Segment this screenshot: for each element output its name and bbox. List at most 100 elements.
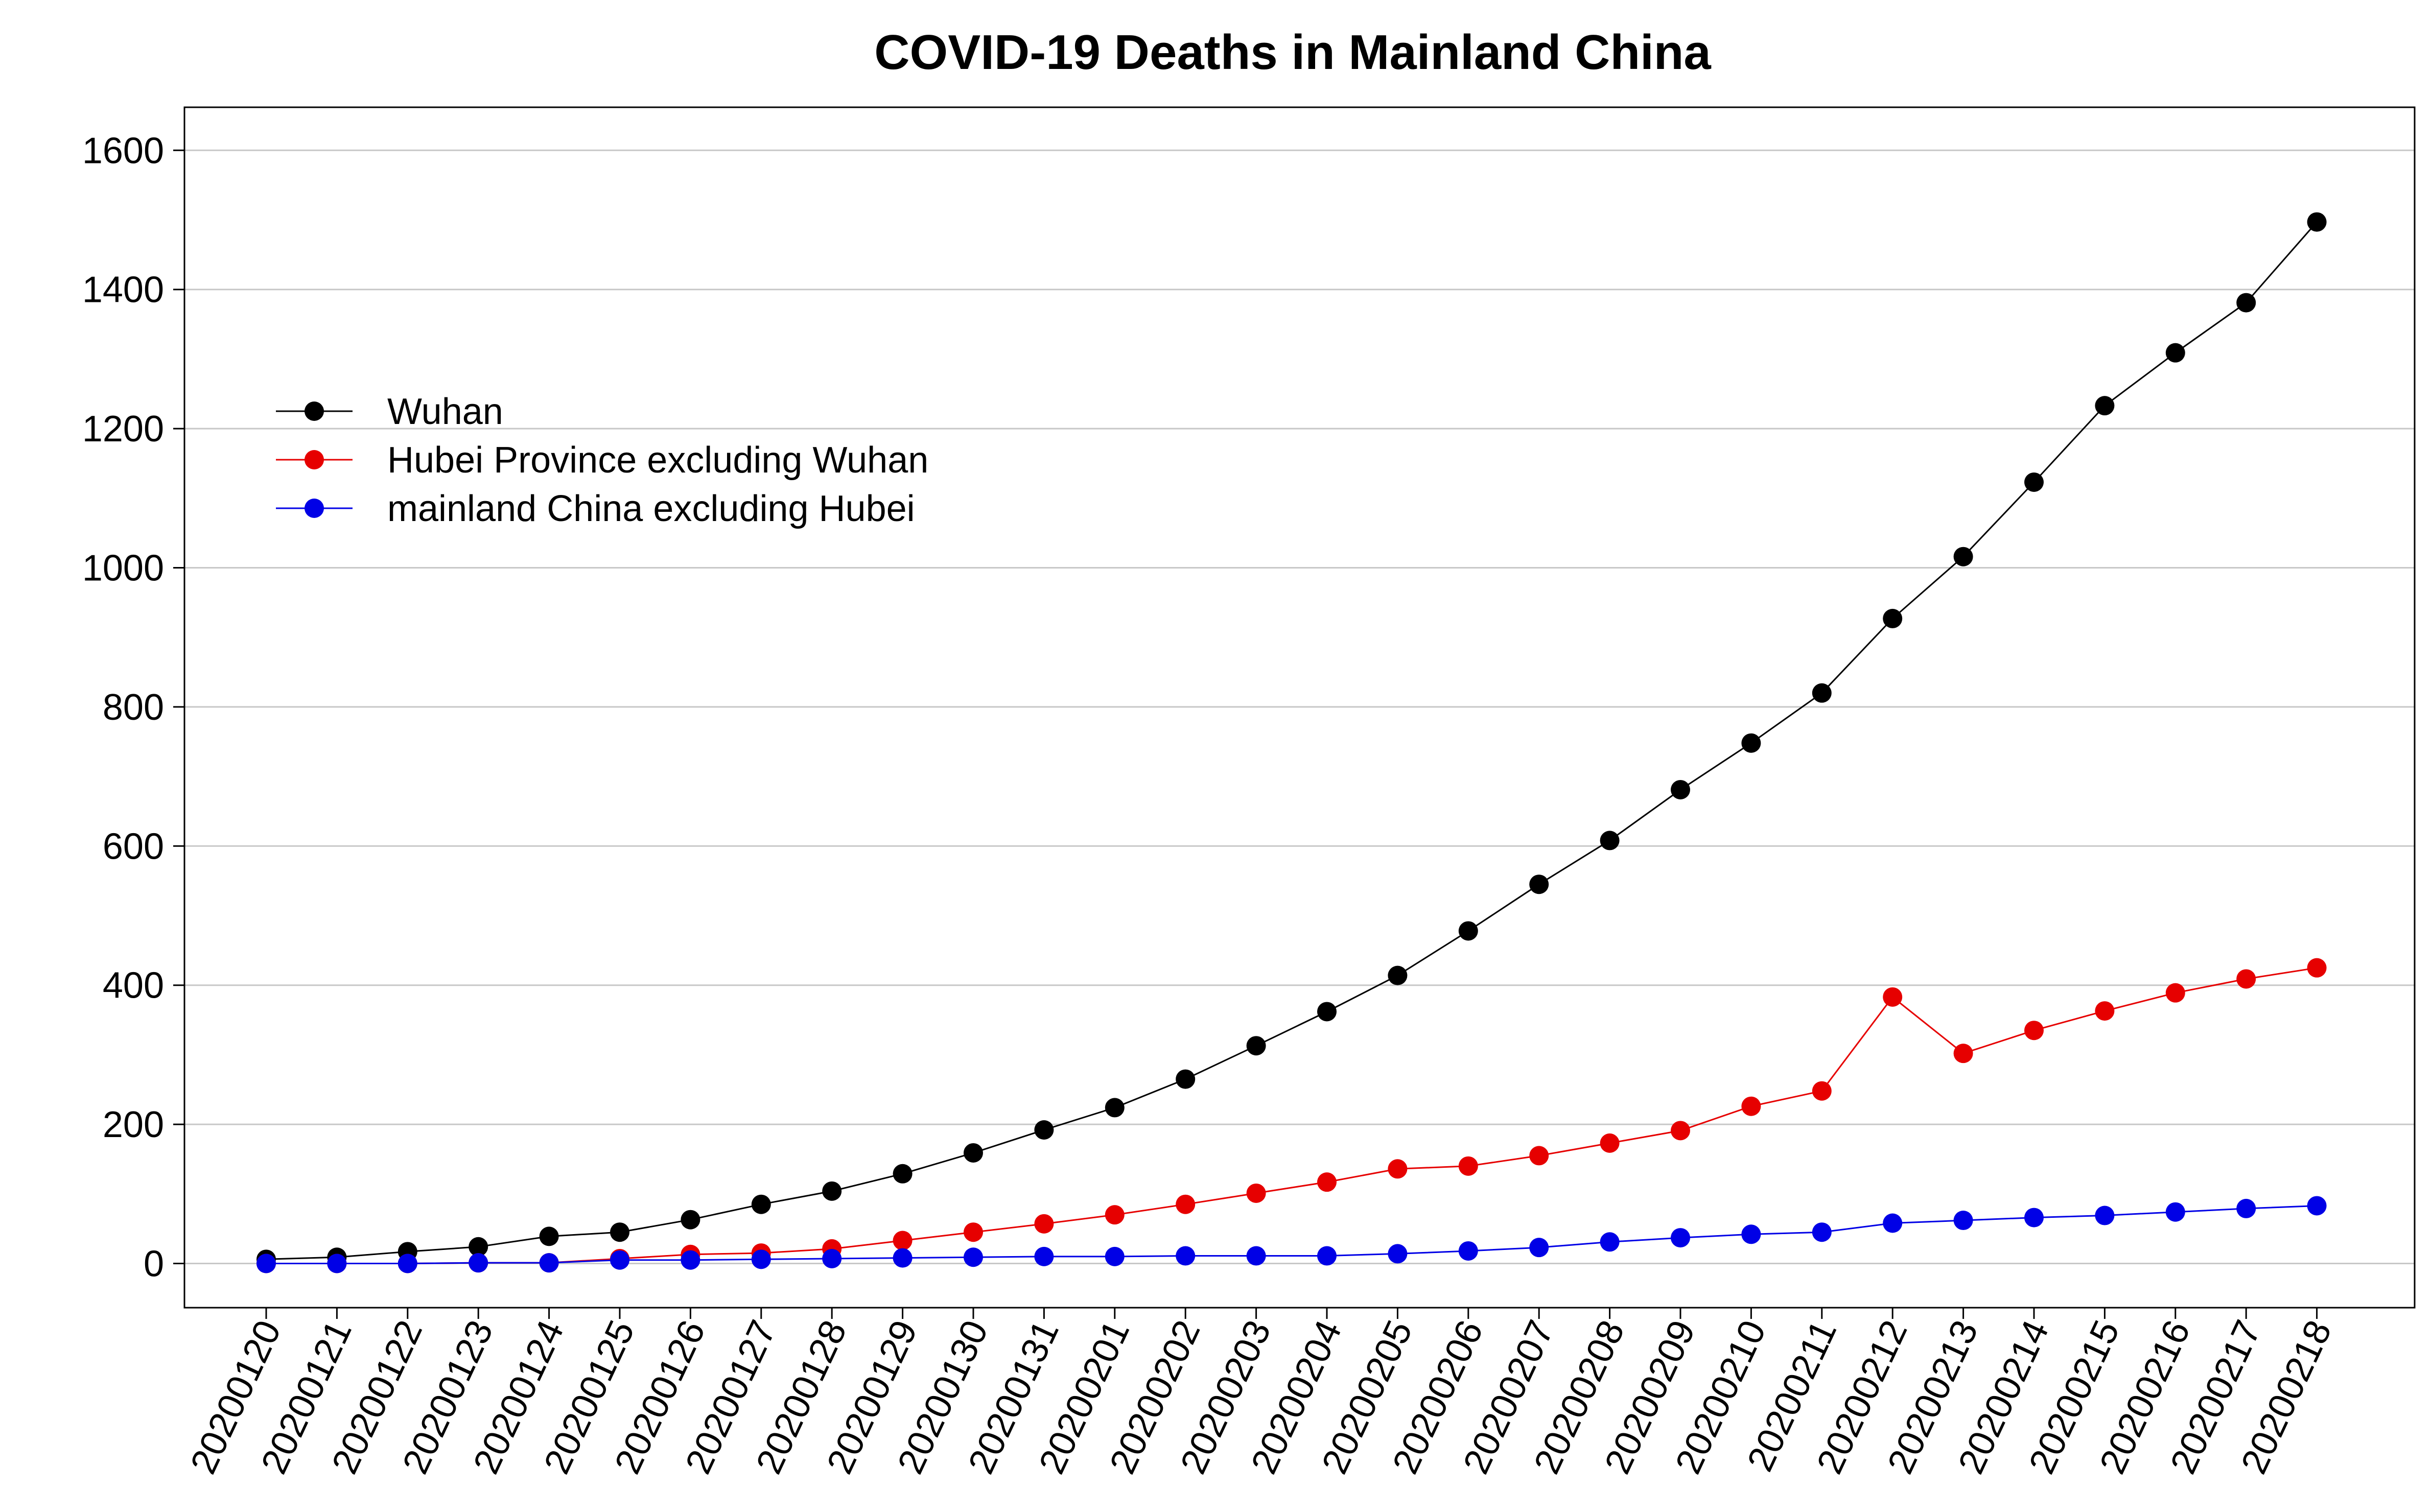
data-point	[2024, 472, 2044, 492]
data-point	[2236, 1198, 2256, 1218]
data-point	[610, 1222, 629, 1242]
data-point	[1034, 1120, 1054, 1140]
y-tick-label: 1200	[82, 409, 164, 450]
series-layer	[256, 212, 2327, 1273]
data-point	[1671, 779, 1690, 799]
data-point	[2024, 1021, 2044, 1041]
data-point	[964, 1143, 983, 1163]
data-point	[539, 1226, 559, 1246]
data-point	[1883, 1213, 1903, 1233]
data-point	[1246, 1036, 1266, 1056]
data-point	[1600, 1133, 1620, 1153]
data-point	[1671, 1228, 1690, 1248]
data-point	[1883, 608, 1903, 628]
data-point	[893, 1164, 913, 1184]
data-point	[1741, 733, 1761, 753]
data-point	[822, 1181, 842, 1201]
data-point	[1812, 683, 1832, 703]
data-point	[397, 1254, 417, 1273]
data-point	[256, 1254, 276, 1273]
data-point	[1105, 1098, 1125, 1118]
legend-label: Wuhan	[387, 391, 503, 432]
y-tick-label: 800	[103, 687, 164, 728]
legend-marker	[305, 499, 324, 518]
series-2	[256, 1196, 2327, 1273]
data-point	[964, 1247, 983, 1267]
data-point	[1388, 1159, 1408, 1179]
legend-label: mainland China excluding Hubei	[387, 488, 915, 529]
data-point	[1317, 1172, 1337, 1192]
chart-title: COVID-19 Deaths in Mainland China	[874, 25, 1711, 80]
data-point	[1246, 1183, 1266, 1203]
data-point	[1741, 1096, 1761, 1116]
data-point	[1176, 1069, 1196, 1089]
data-point	[1953, 547, 1973, 566]
series-1	[256, 958, 2327, 1273]
y-tick-label: 1600	[82, 130, 164, 171]
data-point	[1741, 1224, 1761, 1244]
legend-marker	[305, 401, 324, 421]
data-point	[1176, 1246, 1196, 1266]
data-point	[822, 1248, 842, 1268]
data-point	[2307, 212, 2327, 232]
series-0	[256, 212, 2327, 1269]
data-point	[1671, 1121, 1690, 1141]
data-point	[1388, 965, 1408, 985]
legend-entry: Hubei Province excluding Wuhan	[276, 440, 928, 481]
data-point	[1176, 1194, 1196, 1214]
data-point	[1246, 1246, 1266, 1266]
grid-lines	[184, 149, 2415, 1264]
data-point	[1317, 1246, 1337, 1266]
legend-label: Hubei Province excluding Wuhan	[387, 440, 928, 481]
data-point	[1388, 1244, 1408, 1264]
series-line	[266, 967, 2317, 1264]
data-point	[1105, 1205, 1125, 1225]
y-axis: 0 200 400 600 800 1000 1200 1400 1600	[82, 130, 184, 1285]
legend: Wuhan Hubei Province excluding Wuhan mainl…	[276, 391, 928, 529]
data-point	[2307, 958, 2327, 978]
data-point	[610, 1250, 629, 1270]
y-tick-label: 1400	[82, 270, 164, 311]
data-point	[2024, 1208, 2044, 1227]
series-line	[266, 1205, 2317, 1264]
data-point	[681, 1210, 700, 1230]
y-tick-label: 200	[103, 1104, 164, 1145]
data-point	[893, 1231, 913, 1250]
data-point	[1458, 1156, 1478, 1176]
data-point	[751, 1194, 771, 1214]
data-point	[1034, 1214, 1054, 1234]
data-point	[893, 1248, 913, 1268]
data-point	[1812, 1222, 1832, 1242]
y-tick-label: 0	[144, 1244, 164, 1285]
series-line	[266, 221, 2318, 1260]
data-point	[1529, 875, 1549, 894]
data-point	[751, 1249, 771, 1269]
data-point	[1458, 921, 1478, 941]
data-point	[681, 1250, 700, 1270]
data-point	[2236, 969, 2256, 989]
data-point	[2095, 396, 2115, 416]
data-point	[2095, 1001, 2115, 1021]
data-point	[469, 1253, 488, 1273]
data-point	[964, 1222, 983, 1242]
data-point	[2307, 1196, 2327, 1216]
data-point	[2236, 293, 2256, 313]
data-point	[1953, 1044, 1973, 1064]
data-point	[2165, 1202, 2185, 1222]
data-point	[469, 1237, 488, 1257]
data-point	[1034, 1246, 1054, 1266]
data-point	[1600, 831, 1620, 850]
legend-marker	[305, 450, 324, 469]
legend-entry: Wuhan	[276, 391, 503, 432]
data-point	[1883, 987, 1903, 1007]
data-point	[2165, 983, 2185, 1003]
data-point	[1812, 1081, 1832, 1101]
data-point	[1600, 1232, 1620, 1252]
data-point	[1953, 1211, 1973, 1231]
data-point	[1105, 1246, 1125, 1266]
data-point	[539, 1253, 559, 1273]
x-axis: 2020012020200121202001222020012320200124…	[183, 1308, 2340, 1480]
y-tick-label: 1000	[82, 548, 164, 589]
